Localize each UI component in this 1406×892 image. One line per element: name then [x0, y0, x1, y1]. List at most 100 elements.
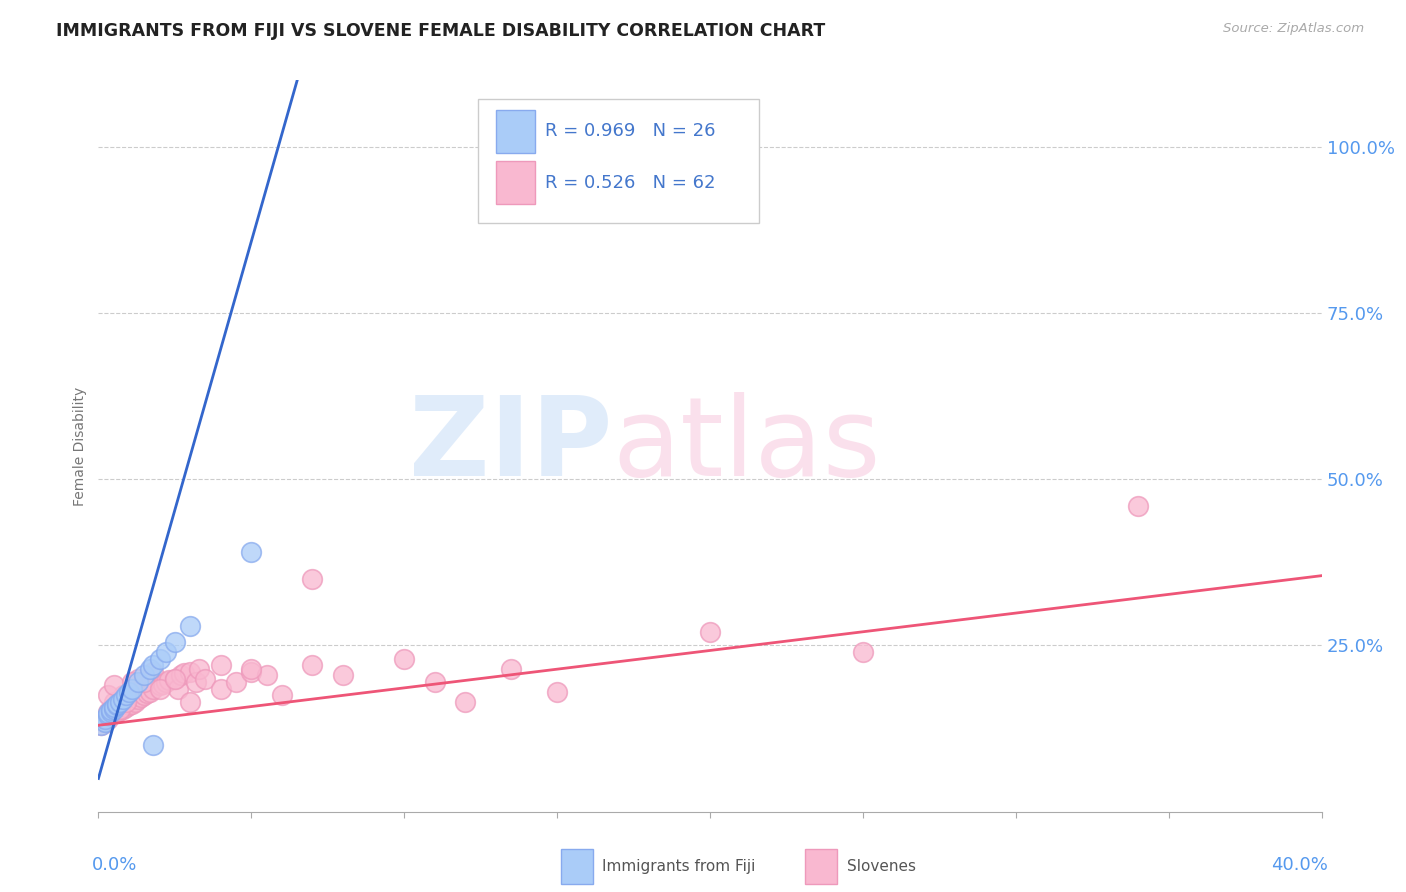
Point	[163, 635, 186, 649]
Point	[97, 708, 120, 723]
Point	[129, 690, 152, 705]
Point	[139, 685, 162, 699]
Point	[118, 685, 141, 699]
Point	[149, 678, 172, 692]
Point	[103, 699, 125, 714]
Text: ZIP: ZIP	[409, 392, 612, 500]
FancyBboxPatch shape	[496, 161, 536, 204]
Point	[454, 695, 477, 709]
Point	[111, 691, 134, 706]
Point	[332, 668, 354, 682]
Point	[127, 675, 149, 690]
Point	[186, 675, 208, 690]
Point	[142, 681, 165, 696]
Point	[118, 698, 141, 713]
Point	[179, 665, 201, 679]
Point	[103, 678, 125, 692]
Point	[392, 652, 416, 666]
Point	[93, 714, 115, 729]
Point	[170, 668, 193, 682]
Text: R = 0.526   N = 62: R = 0.526 N = 62	[546, 174, 716, 192]
Point	[108, 703, 131, 717]
Text: Slovenes: Slovenes	[846, 859, 917, 874]
Point	[301, 658, 323, 673]
Point	[194, 672, 217, 686]
Point	[155, 675, 177, 690]
Text: Immigrants from Fiji: Immigrants from Fiji	[602, 859, 756, 874]
Point	[501, 662, 523, 676]
Text: IMMIGRANTS FROM FIJI VS SLOVENE FEMALE DISABILITY CORRELATION CHART: IMMIGRANTS FROM FIJI VS SLOVENE FEMALE D…	[56, 22, 825, 40]
Point	[256, 668, 278, 682]
Point	[121, 697, 143, 711]
Point	[127, 691, 149, 706]
Point	[100, 703, 122, 717]
Point	[142, 665, 165, 679]
Point	[209, 681, 232, 696]
Point	[97, 712, 120, 726]
Point	[139, 662, 162, 676]
Point	[97, 689, 120, 703]
Point	[124, 695, 146, 709]
FancyBboxPatch shape	[806, 848, 837, 885]
Point	[423, 675, 446, 690]
Point	[163, 672, 186, 686]
Point	[179, 695, 201, 709]
Point	[188, 662, 211, 676]
Point	[108, 695, 131, 709]
Point	[173, 666, 195, 681]
Point	[699, 625, 721, 640]
Point	[142, 658, 165, 673]
Point	[90, 718, 112, 732]
Point	[240, 545, 263, 559]
Point	[121, 675, 143, 690]
Point	[90, 718, 112, 732]
Point	[111, 701, 134, 715]
Point	[209, 658, 232, 673]
Point	[152, 677, 174, 691]
Point	[142, 738, 165, 752]
Text: R = 0.969   N = 26: R = 0.969 N = 26	[546, 122, 716, 140]
Point	[105, 705, 128, 719]
Point	[240, 665, 263, 679]
Point	[100, 701, 122, 715]
Point	[136, 686, 159, 700]
Point	[149, 681, 172, 696]
Point	[167, 681, 190, 696]
Point	[157, 673, 180, 687]
Point	[155, 645, 177, 659]
Point	[301, 572, 323, 586]
Point	[97, 705, 120, 719]
FancyBboxPatch shape	[496, 110, 536, 153]
Point	[134, 675, 156, 690]
Point	[105, 697, 128, 711]
Point	[108, 701, 131, 715]
Text: atlas: atlas	[612, 392, 880, 500]
Point	[225, 675, 247, 690]
Point	[105, 698, 128, 713]
Y-axis label: Female Disability: Female Disability	[73, 386, 87, 506]
Point	[163, 672, 186, 686]
Point	[93, 712, 115, 726]
Point	[115, 699, 138, 714]
Point	[1128, 499, 1150, 513]
Point	[103, 706, 125, 721]
Point	[270, 689, 292, 703]
Point	[179, 618, 201, 632]
Text: 0.0%: 0.0%	[93, 855, 138, 873]
FancyBboxPatch shape	[561, 848, 592, 885]
Point	[103, 701, 125, 715]
Point	[93, 714, 115, 729]
Point	[134, 668, 156, 682]
Point	[121, 681, 143, 696]
Point	[97, 706, 120, 721]
Point	[115, 695, 138, 709]
Text: 40.0%: 40.0%	[1271, 855, 1327, 873]
Point	[134, 689, 156, 703]
Point	[852, 645, 875, 659]
Point	[115, 689, 138, 703]
Point	[111, 689, 134, 703]
FancyBboxPatch shape	[478, 99, 759, 223]
Point	[149, 652, 172, 666]
Point	[240, 662, 263, 676]
Point	[127, 672, 149, 686]
